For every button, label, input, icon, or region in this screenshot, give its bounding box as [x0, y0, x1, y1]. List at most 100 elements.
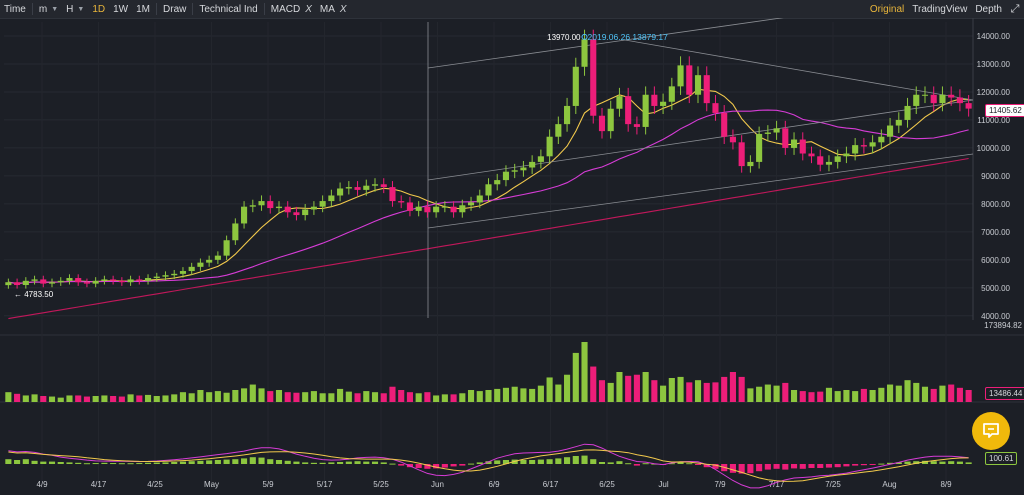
candle-body	[564, 105, 571, 125]
macd-histogram-bar	[101, 462, 108, 464]
volume-bar	[380, 393, 387, 402]
technical-label: Technical Ind	[199, 3, 258, 15]
candle-body	[529, 161, 536, 168]
candle-body	[616, 96, 623, 109]
macd-histogram-bar	[607, 462, 614, 464]
interval-1d-button[interactable]: 1D	[88, 0, 109, 18]
macd-histogram-bar	[913, 461, 920, 464]
hour-label: H	[66, 3, 74, 15]
chat-button[interactable]	[972, 412, 1010, 450]
candle-body	[756, 133, 763, 162]
ma-indicator-tag[interactable]: MA X	[316, 0, 351, 18]
volume-bar	[668, 378, 675, 402]
candle-body	[555, 124, 562, 137]
candle-body	[459, 205, 466, 213]
volume-bar	[564, 374, 571, 402]
macd-histogram-bar	[293, 461, 300, 464]
macd-histogram-bar	[590, 459, 597, 464]
macd-histogram-bar	[729, 464, 736, 473]
volume-bar	[581, 342, 588, 402]
volume-bar	[511, 386, 518, 402]
interval-1m-button[interactable]: 1M	[132, 0, 154, 18]
minute-label: m	[38, 3, 48, 15]
candle-body	[48, 282, 56, 284]
volume-bar	[529, 388, 536, 402]
original-view-button[interactable]: Original	[866, 0, 908, 18]
candle-body	[179, 271, 187, 274]
candle-body	[729, 136, 736, 143]
macd-histogram-bar	[267, 459, 274, 464]
macd-line	[8, 443, 969, 489]
volume-bar	[904, 380, 911, 402]
volume-bar	[127, 394, 134, 402]
macd-histogram-bar	[310, 462, 317, 464]
macd-histogram-bar	[869, 464, 876, 465]
macd-histogram-bar	[616, 461, 623, 464]
remove-macd-icon[interactable]: X	[305, 3, 312, 15]
candle-body	[144, 278, 152, 281]
volume-bar	[747, 388, 754, 402]
date-axis-label: May	[204, 480, 219, 489]
macd-histogram-bar	[75, 462, 82, 464]
candle-body	[712, 103, 719, 113]
volume-bar	[721, 376, 728, 402]
candle-body	[799, 139, 806, 154]
volume-bar	[485, 390, 492, 402]
hour-dropdown[interactable]: H ▼	[62, 0, 88, 18]
volume-bar	[459, 393, 466, 402]
macd-histogram-bar	[756, 464, 763, 472]
toolbar-divider	[192, 3, 194, 15]
candle-body	[502, 171, 510, 181]
current-price-tag: 11405.62	[985, 104, 1024, 117]
date-axis-label: 4/17	[91, 480, 107, 489]
macd-histogram-bar	[808, 464, 815, 468]
macd-histogram-bar	[127, 463, 134, 465]
volume-bar	[843, 390, 850, 402]
price-chart[interactable]: 14000.00 13000.00 12000.00 11000.00 10000.00…	[0, 18, 1024, 495]
macd-histogram-bar	[197, 460, 204, 464]
time-button[interactable]: Time	[0, 0, 30, 18]
candle-body	[895, 119, 902, 126]
macd-histogram-bar	[223, 459, 230, 464]
candle-body	[450, 206, 457, 213]
channel-line	[427, 18, 784, 69]
candle-body	[590, 39, 597, 116]
candle-body	[275, 206, 283, 209]
macd-histogram-bar	[642, 463, 649, 465]
date-axis-label: 5/17	[317, 480, 333, 489]
depth-button[interactable]: Depth	[971, 0, 1006, 18]
minute-dropdown[interactable]: m ▼	[35, 0, 62, 18]
channel-line	[427, 153, 974, 229]
macd-histogram-bar	[904, 461, 911, 464]
macd-histogram-bar	[424, 464, 431, 469]
volume-bar	[345, 391, 352, 402]
volume-bar	[467, 390, 475, 402]
macd-histogram-bar	[214, 460, 221, 464]
volume-bar	[764, 384, 771, 402]
candle-body	[153, 276, 160, 279]
candle-body	[930, 94, 937, 104]
fullscreen-icon[interactable]: ⤢	[1010, 2, 1020, 15]
macd-histogram-bar	[415, 464, 422, 468]
volume-bar	[956, 387, 963, 402]
candle-body	[939, 94, 946, 104]
volume-bar	[144, 394, 152, 402]
macd-histogram-bar	[555, 458, 562, 464]
caret-down-icon: ▼	[77, 5, 85, 13]
candle-body	[188, 266, 195, 272]
interval-1w-button[interactable]: 1W	[109, 0, 132, 18]
candle-body	[371, 184, 379, 186]
macd-indicator-tag[interactable]: MACD X	[267, 0, 316, 18]
technical-indicators-button[interactable]: Technical Ind	[195, 0, 261, 18]
candle-body	[860, 145, 867, 147]
remove-ma-icon[interactable]: X	[339, 3, 347, 15]
candle-body	[790, 139, 798, 148]
candle-body	[773, 128, 780, 133]
macd-histogram-bar	[773, 464, 780, 469]
volume-bar	[930, 388, 937, 402]
macd-histogram-bar	[302, 462, 309, 464]
price-axis-label: 8000.00	[981, 200, 1010, 209]
macd-histogram-bar	[450, 464, 457, 467]
draw-button[interactable]: Draw	[159, 0, 190, 18]
tradingview-button[interactable]: TradingView	[908, 0, 971, 18]
